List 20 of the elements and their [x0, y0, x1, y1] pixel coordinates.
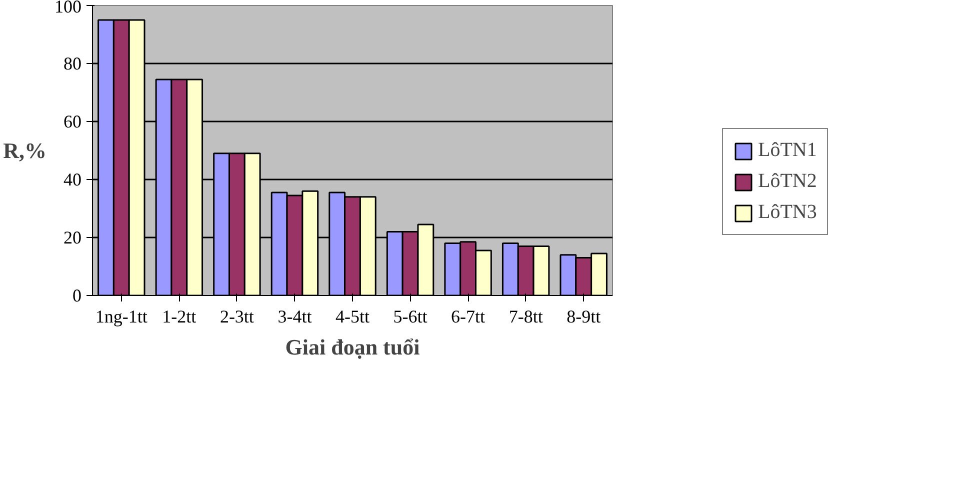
legend-label: LôTN2 [758, 170, 817, 193]
x-tick-label: 5-6tt [393, 306, 428, 326]
y-tick-label: 60 [64, 112, 82, 132]
y-tick-label: 20 [64, 228, 82, 248]
legend-label: LôTN3 [758, 201, 817, 224]
x-tick-label: 8-9tt [566, 306, 601, 326]
x-tick-label: 7-8tt [508, 306, 543, 326]
x-tick-label: 3-4tt [278, 306, 312, 326]
y-axis-title: R,% [3, 138, 47, 163]
x-tick-label: 1ng-1tt [95, 306, 148, 326]
y-tick-label: 80 [64, 54, 82, 74]
y-tick-label: 100 [54, 0, 82, 16]
x-axis-title: Giai đoạn tuổi [285, 334, 420, 360]
x-tick-label: 1-2tt [162, 306, 196, 326]
y-tick-label: 0 [72, 286, 82, 306]
x-tick-label: 2-3tt [220, 306, 254, 326]
x-tick-label: 4-5tt [336, 306, 370, 326]
legend-label: LôTN1 [758, 139, 817, 162]
y-tick-label: 40 [64, 170, 82, 190]
x-tick-label: 6-7tt [451, 306, 486, 326]
